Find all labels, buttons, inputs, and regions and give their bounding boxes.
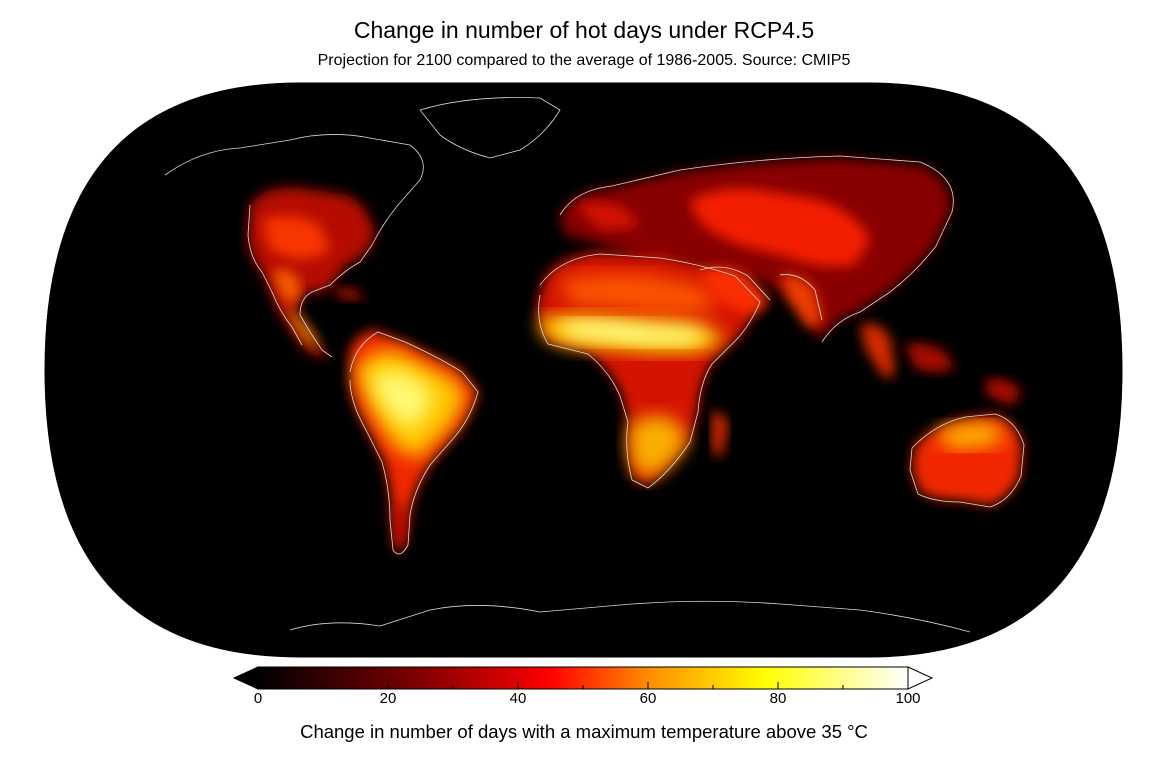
coastline-north-america bbox=[164, 134, 424, 358]
coastlines bbox=[164, 97, 1025, 633]
colorbar-tick-label: 40 bbox=[509, 690, 527, 707]
map-subtitle: Projection for 2100 compared to the aver… bbox=[317, 52, 851, 69]
south-america-land bbox=[349, 330, 478, 551]
north-america-land bbox=[248, 187, 375, 357]
eurasia-land bbox=[560, 158, 955, 378]
coastline-antarctica bbox=[289, 600, 971, 633]
colorbar-label: Change in number of days with a maximum … bbox=[300, 721, 868, 742]
colorbar-tick-label: 100 bbox=[895, 690, 921, 707]
coastline-greenland bbox=[419, 97, 561, 159]
colorbar-extend-high bbox=[907, 666, 934, 690]
coastline-africa bbox=[538, 253, 761, 489]
land-heat-layer bbox=[248, 158, 1022, 551]
colorbar-tick-label: 60 bbox=[639, 690, 657, 707]
colorbar-tick-label: 80 bbox=[769, 690, 787, 707]
globe-outline bbox=[44, 82, 1123, 658]
colorbar-extend-low bbox=[232, 666, 259, 690]
coastline-south-america bbox=[349, 331, 479, 555]
coastline-australia bbox=[909, 413, 1025, 508]
africa-land bbox=[537, 252, 770, 485]
colorbar-tick-label: 0 bbox=[253, 690, 263, 707]
map-title: Change in number of hot days under RCP4.… bbox=[353, 17, 815, 43]
coastline-eurasia bbox=[559, 155, 954, 343]
colorbar-tick-label: 20 bbox=[379, 690, 397, 707]
australia-land bbox=[912, 378, 1022, 505]
colorbar-tick-marks bbox=[257, 682, 909, 689]
